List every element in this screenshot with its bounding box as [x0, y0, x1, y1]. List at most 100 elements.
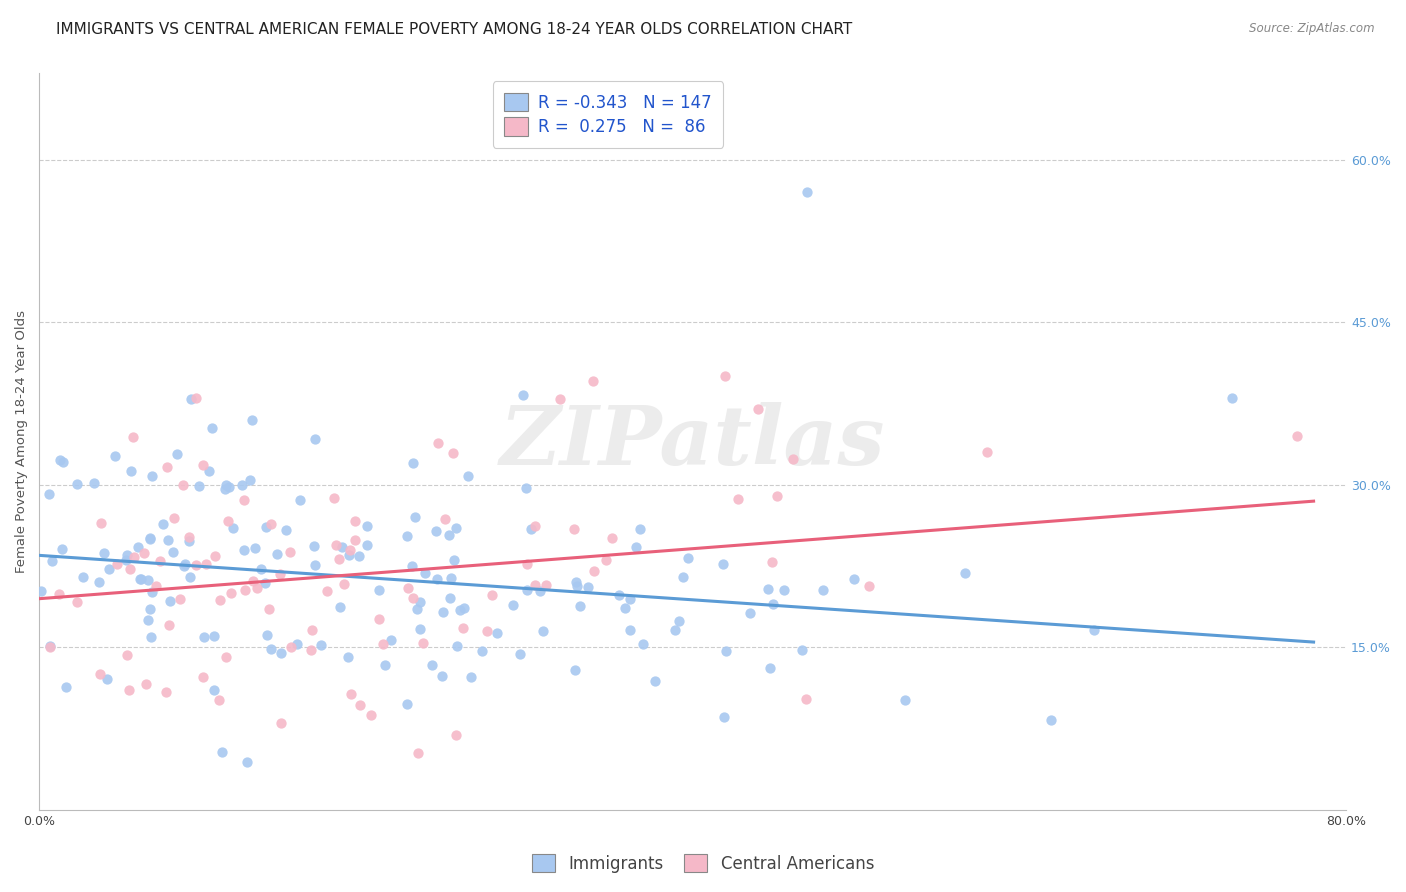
Point	[437, 528, 460, 542]
Point	[356, 519, 378, 533]
Point	[406, 602, 429, 616]
Point	[89, 666, 111, 681]
Point	[534, 578, 557, 592]
Point	[233, 542, 256, 557]
Point	[548, 392, 571, 406]
Point	[668, 614, 690, 628]
Point	[714, 369, 737, 384]
Point	[202, 628, 225, 642]
Point	[727, 492, 749, 507]
Point	[270, 646, 292, 660]
Point	[531, 624, 554, 639]
Point	[115, 548, 138, 562]
Point	[439, 571, 461, 585]
Point	[332, 577, 354, 591]
Point	[299, 643, 322, 657]
Point	[304, 432, 326, 446]
Point	[449, 603, 471, 617]
Point	[323, 491, 346, 505]
Point	[243, 541, 266, 556]
Point	[138, 531, 160, 545]
Point	[711, 557, 734, 571]
Point	[409, 595, 432, 609]
Point	[502, 598, 524, 612]
Point	[66, 594, 89, 608]
Point	[796, 185, 818, 199]
Point	[214, 483, 236, 497]
Point	[177, 533, 200, 548]
Point	[360, 708, 382, 723]
Point	[329, 600, 352, 615]
Legend: R = -0.343   N = 147, R =  0.275   N =  86: R = -0.343 N = 147, R = 0.275 N = 86	[492, 81, 723, 148]
Point	[433, 512, 456, 526]
Point	[120, 562, 142, 576]
Point	[204, 549, 226, 563]
Point	[420, 657, 443, 672]
Point	[288, 493, 311, 508]
Point	[157, 617, 180, 632]
Point	[792, 642, 814, 657]
Point	[156, 460, 179, 475]
Point	[304, 539, 326, 553]
Point	[148, 554, 170, 568]
Point	[624, 541, 647, 555]
Point	[136, 613, 159, 627]
Point	[844, 572, 866, 586]
Point	[426, 436, 449, 450]
Point	[270, 716, 292, 731]
Point	[195, 557, 218, 571]
Point	[198, 464, 221, 478]
Point	[519, 523, 541, 537]
Point	[766, 489, 789, 503]
Point	[794, 691, 817, 706]
Point	[380, 632, 402, 647]
Point	[159, 593, 181, 607]
Point	[439, 591, 461, 606]
Point	[155, 685, 177, 699]
Point	[471, 644, 494, 658]
Point	[569, 599, 592, 614]
Point	[156, 533, 179, 547]
Point	[169, 592, 191, 607]
Point	[49, 453, 72, 467]
Point	[141, 630, 163, 644]
Point	[239, 473, 262, 487]
Point	[762, 597, 785, 611]
Point	[396, 581, 419, 595]
Point	[128, 572, 150, 586]
Point	[236, 755, 259, 769]
Point	[201, 421, 224, 435]
Point	[166, 447, 188, 461]
Point	[409, 622, 432, 636]
Point	[811, 582, 834, 597]
Point	[446, 639, 468, 653]
Point	[444, 521, 467, 535]
Point	[315, 584, 337, 599]
Point	[186, 392, 208, 406]
Point	[1039, 713, 1062, 727]
Point	[173, 557, 195, 571]
Point	[253, 575, 276, 590]
Point	[955, 566, 977, 580]
Point	[202, 682, 225, 697]
Point	[336, 650, 359, 665]
Point	[136, 574, 159, 588]
Point	[301, 624, 323, 638]
Point	[41, 554, 63, 568]
Point	[451, 621, 474, 635]
Point	[250, 562, 273, 576]
Point	[177, 530, 200, 544]
Point	[240, 413, 263, 427]
Point	[402, 456, 425, 470]
Point	[276, 523, 298, 537]
Point	[135, 677, 157, 691]
Point	[152, 517, 174, 532]
Point	[38, 487, 60, 501]
Point	[564, 575, 586, 590]
Point	[211, 746, 233, 760]
Point	[131, 572, 153, 586]
Point	[595, 553, 617, 567]
Point	[266, 547, 288, 561]
Point	[644, 673, 666, 688]
Point	[678, 551, 700, 566]
